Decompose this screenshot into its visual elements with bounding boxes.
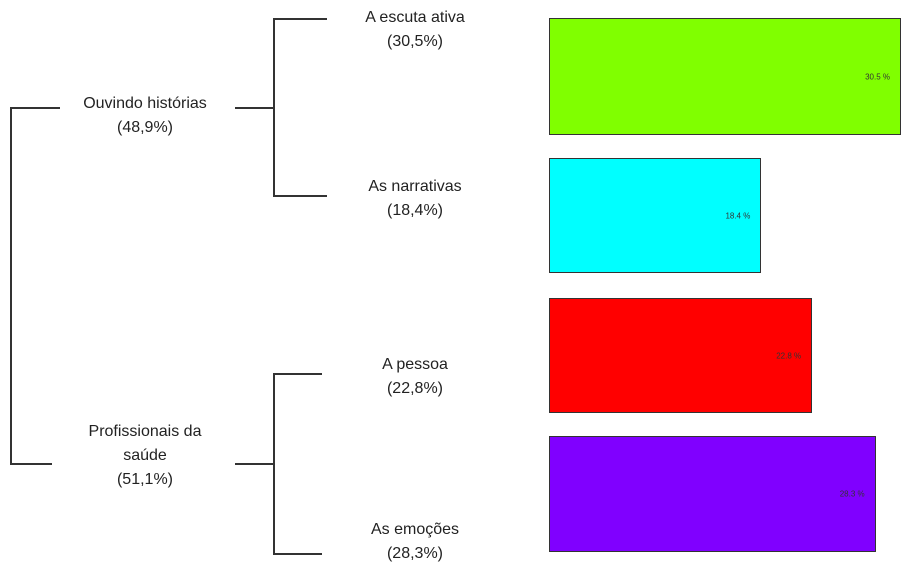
tree-line — [10, 107, 60, 109]
tree-line — [10, 107, 12, 464]
group-label: Ouvindo histórias (48,9%) — [83, 95, 207, 136]
group-label: Profissionais da saúde (51,1%) — [88, 423, 202, 488]
tree-line — [235, 463, 274, 465]
class-label: A escuta ativa (30,5%) — [365, 9, 465, 50]
class-bar: 22.8 % — [549, 298, 813, 413]
class-bar: 18.4 % — [549, 158, 762, 273]
tree-line — [235, 107, 274, 109]
class-bar: 28.3 % — [549, 436, 876, 552]
tree-line — [273, 18, 327, 20]
class-label: A pessoa (22,8%) — [382, 356, 448, 397]
tree-line — [273, 18, 275, 196]
class-bar: 30.5 % — [549, 18, 901, 135]
tree-line — [273, 373, 322, 375]
tree-line — [273, 373, 275, 554]
tree-line — [273, 553, 322, 555]
class-label: As narrativas (18,4%) — [368, 178, 462, 219]
tree-line — [10, 463, 52, 465]
class-label: As emoções (28,3%) — [370, 521, 460, 562]
tree-line — [273, 195, 327, 197]
